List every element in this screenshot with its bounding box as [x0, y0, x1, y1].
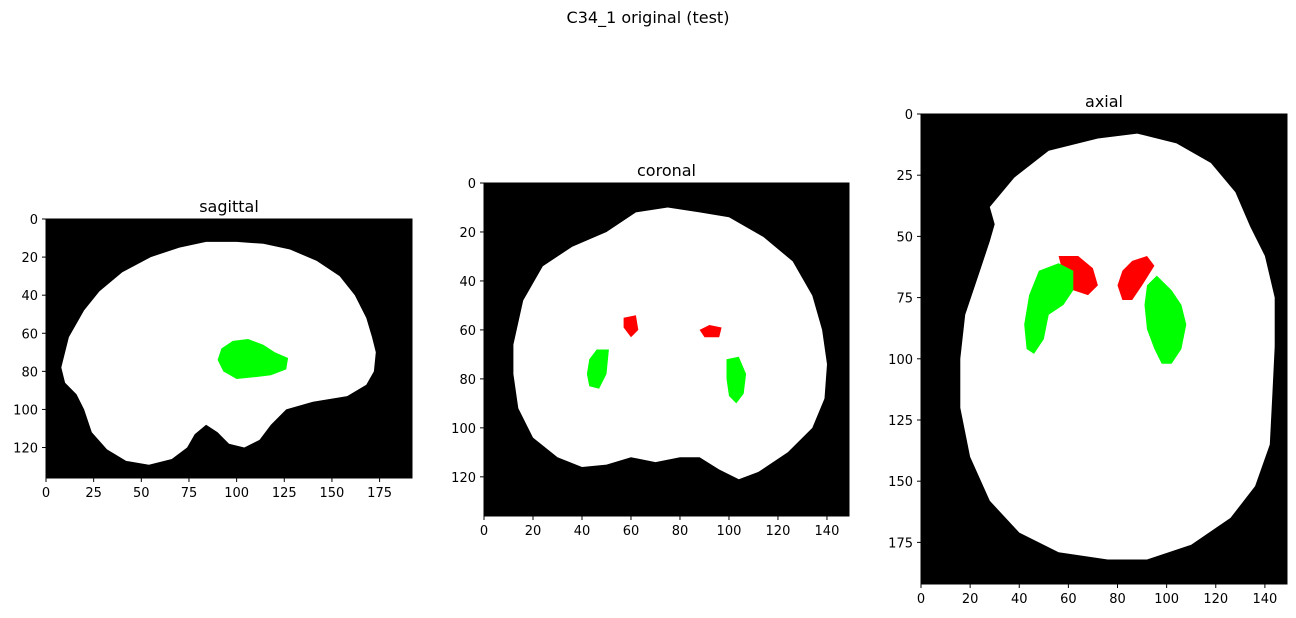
segmentation-green-region — [586, 349, 609, 389]
y-tick-label: 40 — [21, 289, 38, 304]
y-tick-label: 150 — [888, 475, 913, 490]
y-tick-label: 0 — [905, 108, 913, 123]
axes-frame — [45, 218, 413, 479]
segmentation-green-region — [217, 339, 289, 379]
figure-title: C34_1 original (test) — [566, 8, 730, 27]
panel-coronal: coronal 0 20 40 60 80 100 120 140 0 20 40 60 80 100 120 — [451, 161, 850, 539]
x-tick-label: 80 — [1109, 592, 1126, 607]
segmentation-red-region — [1117, 256, 1155, 300]
panel-title: sagittal — [199, 197, 259, 216]
x-tick-label: 0 — [480, 524, 488, 539]
y-tick-label: 100 — [13, 403, 38, 418]
x-tick-label: 50 — [133, 486, 150, 501]
y-tick-label: 80 — [459, 373, 476, 388]
segmentation-red-region — [623, 315, 639, 338]
axes-frame — [483, 182, 850, 517]
x-tick-label: 100 — [224, 486, 249, 501]
x-tick-label: 100 — [1154, 592, 1179, 607]
x-tick-label: 0 — [42, 486, 50, 501]
y-tick-label: 60 — [21, 327, 38, 342]
y-tick-label: 25 — [896, 169, 913, 184]
segmentation-red-region — [1058, 256, 1098, 296]
x-tick-label: 120 — [766, 524, 791, 539]
panel-axial: axial 0 20 40 60 80 100 120 140 0 25 50 75 100 125 150 1… — [888, 92, 1288, 607]
x-tick-label: 40 — [574, 524, 591, 539]
y-tick-label: 20 — [459, 226, 476, 241]
segmentation-green-region — [1024, 263, 1074, 354]
x-tick-label: 25 — [85, 486, 102, 501]
y-tick-label: 20 — [21, 251, 38, 266]
panel-sagittal: sagittal 0 25 50 75 100 125 150 175 0 20 40 60 80 100 1… — [13, 197, 413, 501]
y-tick-label: 75 — [896, 292, 913, 307]
x-tick-label: 140 — [815, 524, 840, 539]
x-tick-label: 100 — [717, 524, 742, 539]
segmentation-red-region — [699, 325, 722, 338]
y-tick-label: 175 — [888, 536, 913, 551]
x-tick-label: 40 — [1011, 592, 1028, 607]
x-tick-label: 60 — [1060, 592, 1077, 607]
x-tick-label: 125 — [272, 486, 297, 501]
y-tick-label: 120 — [451, 471, 476, 486]
brain-mask — [960, 133, 1275, 560]
x-tick-label: 150 — [320, 486, 345, 501]
panel-title: axial — [1085, 92, 1123, 111]
y-tick-label: 40 — [459, 275, 476, 290]
x-tick-label: 75 — [181, 486, 198, 501]
segmentation-green-region — [726, 356, 747, 404]
x-tick-label: 0 — [917, 592, 925, 607]
y-tick-label: 100 — [451, 422, 476, 437]
axes-frame — [920, 113, 1288, 585]
y-tick-label: 50 — [896, 230, 913, 245]
x-tick-label: 120 — [1203, 592, 1228, 607]
brain-mask — [513, 207, 827, 480]
x-tick-label: 60 — [623, 524, 640, 539]
y-tick-label: 100 — [888, 353, 913, 368]
x-tick-label: 80 — [672, 524, 689, 539]
x-tick-label: 20 — [962, 592, 979, 607]
x-tick-label: 20 — [525, 524, 542, 539]
y-tick-label: 80 — [21, 365, 38, 380]
x-tick-label: 140 — [1252, 592, 1277, 607]
y-tick-label: 125 — [888, 414, 913, 429]
brain-mask — [61, 241, 376, 465]
y-tick-label: 120 — [13, 442, 38, 457]
y-tick-label: 60 — [459, 324, 476, 339]
x-tick-label: 175 — [367, 486, 392, 501]
panel-title: coronal — [637, 161, 696, 180]
y-tick-label: 0 — [468, 177, 476, 192]
segmentation-green-region — [1144, 275, 1187, 364]
y-tick-label: 0 — [30, 213, 38, 228]
